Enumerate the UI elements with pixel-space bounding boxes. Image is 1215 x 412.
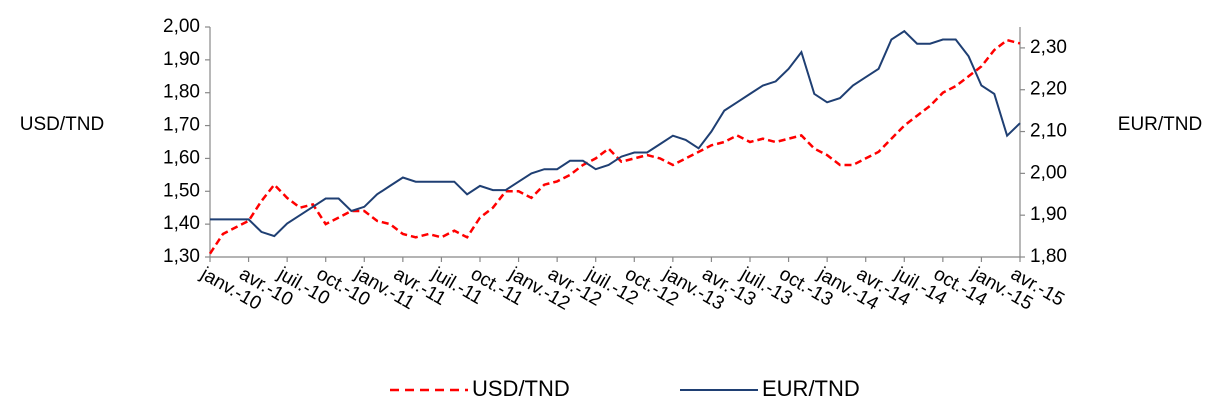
y2-tick-label: 2,10: [1030, 121, 1067, 142]
y-tick-label: 1,70: [163, 115, 200, 136]
y-tick-label: 1,50: [163, 180, 200, 201]
y-tick-label: 2,00: [163, 16, 200, 37]
series-line: [210, 29, 1021, 238]
y-tick-label: 1,60: [163, 147, 200, 168]
y2-tick-label: 2,30: [1030, 37, 1067, 58]
y2-tick-label: 2,00: [1030, 162, 1067, 183]
y-tick-label: 1,40: [163, 213, 200, 234]
y2-tick-label: 1,80: [1030, 246, 1067, 267]
y-tick-label: 1,30: [163, 246, 200, 267]
legend-label: USD/TND: [472, 376, 570, 401]
y2-tick-label: 1,90: [1030, 204, 1067, 225]
y-tick-label: 1,80: [163, 82, 200, 103]
legend-label: EUR/TND: [762, 376, 860, 401]
y2-axis-title: EUR/TND: [1118, 114, 1202, 135]
y2-tick-label: 2,20: [1030, 79, 1067, 100]
y-axis-title: USD/TND: [20, 114, 104, 135]
series-line: [208, 38, 1021, 255]
y-tick-label: 1,90: [163, 49, 200, 70]
